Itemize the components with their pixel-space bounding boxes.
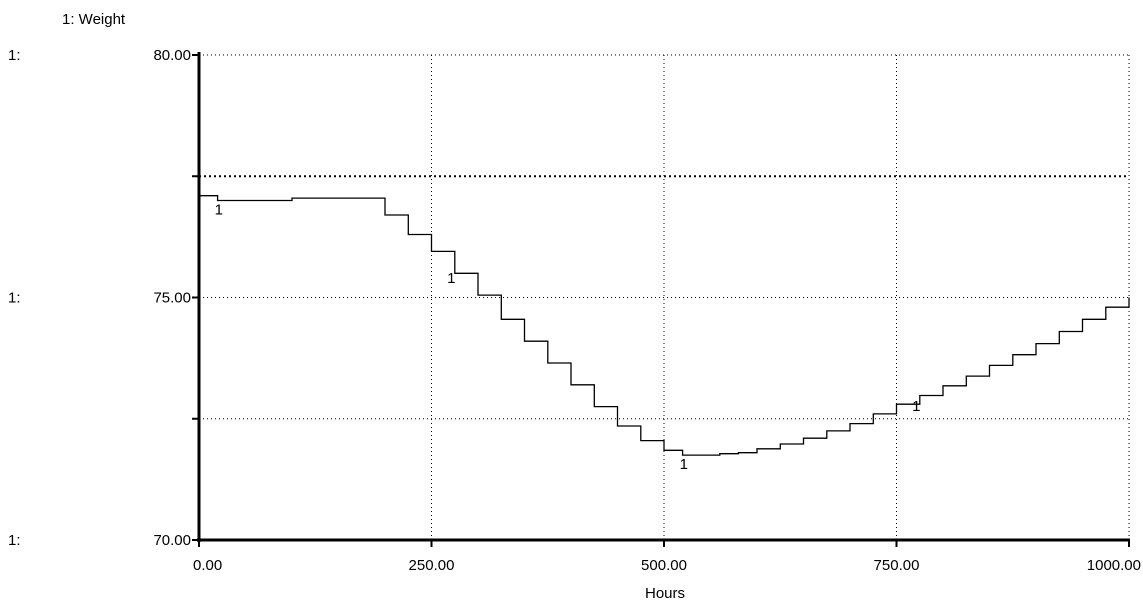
series-group: 1 1 1 1 (199, 195, 1130, 473)
legend-label: 1: Weight (62, 11, 126, 28)
x-tick-label: 500.00 (641, 557, 687, 574)
series-line (199, 195, 1130, 456)
grid (199, 54, 1130, 541)
y-tick-prefix: 1: (8, 290, 21, 307)
series-marker-label: 1 (447, 270, 455, 287)
x-tick-label: 750.00 (874, 557, 920, 574)
y-tick-label: 75.00 (153, 290, 191, 307)
y-tick-label: 70.00 (153, 532, 191, 549)
x-tick-label: 250.00 (409, 557, 455, 574)
y-tick-prefix: 1: (8, 532, 21, 549)
x-axis-label: Hours (645, 585, 685, 602)
y-tick-labels: 1: 80.00 1: 75.00 1: 70.00 (8, 47, 191, 549)
x-tick-label: 1000.00 (1087, 557, 1141, 574)
series-marker-label: 1 (912, 398, 920, 415)
series-marker-label: 1 (680, 456, 688, 473)
y-tick-prefix: 1: (8, 47, 21, 64)
y-tick-label: 80.00 (153, 47, 191, 64)
axes (192, 52, 1130, 547)
x-tick-labels: 0.00 250.00 500.00 750.00 1000.00 (193, 557, 1141, 574)
x-tick-label: 0.00 (193, 557, 222, 574)
series-marker-label: 1 (215, 202, 223, 219)
